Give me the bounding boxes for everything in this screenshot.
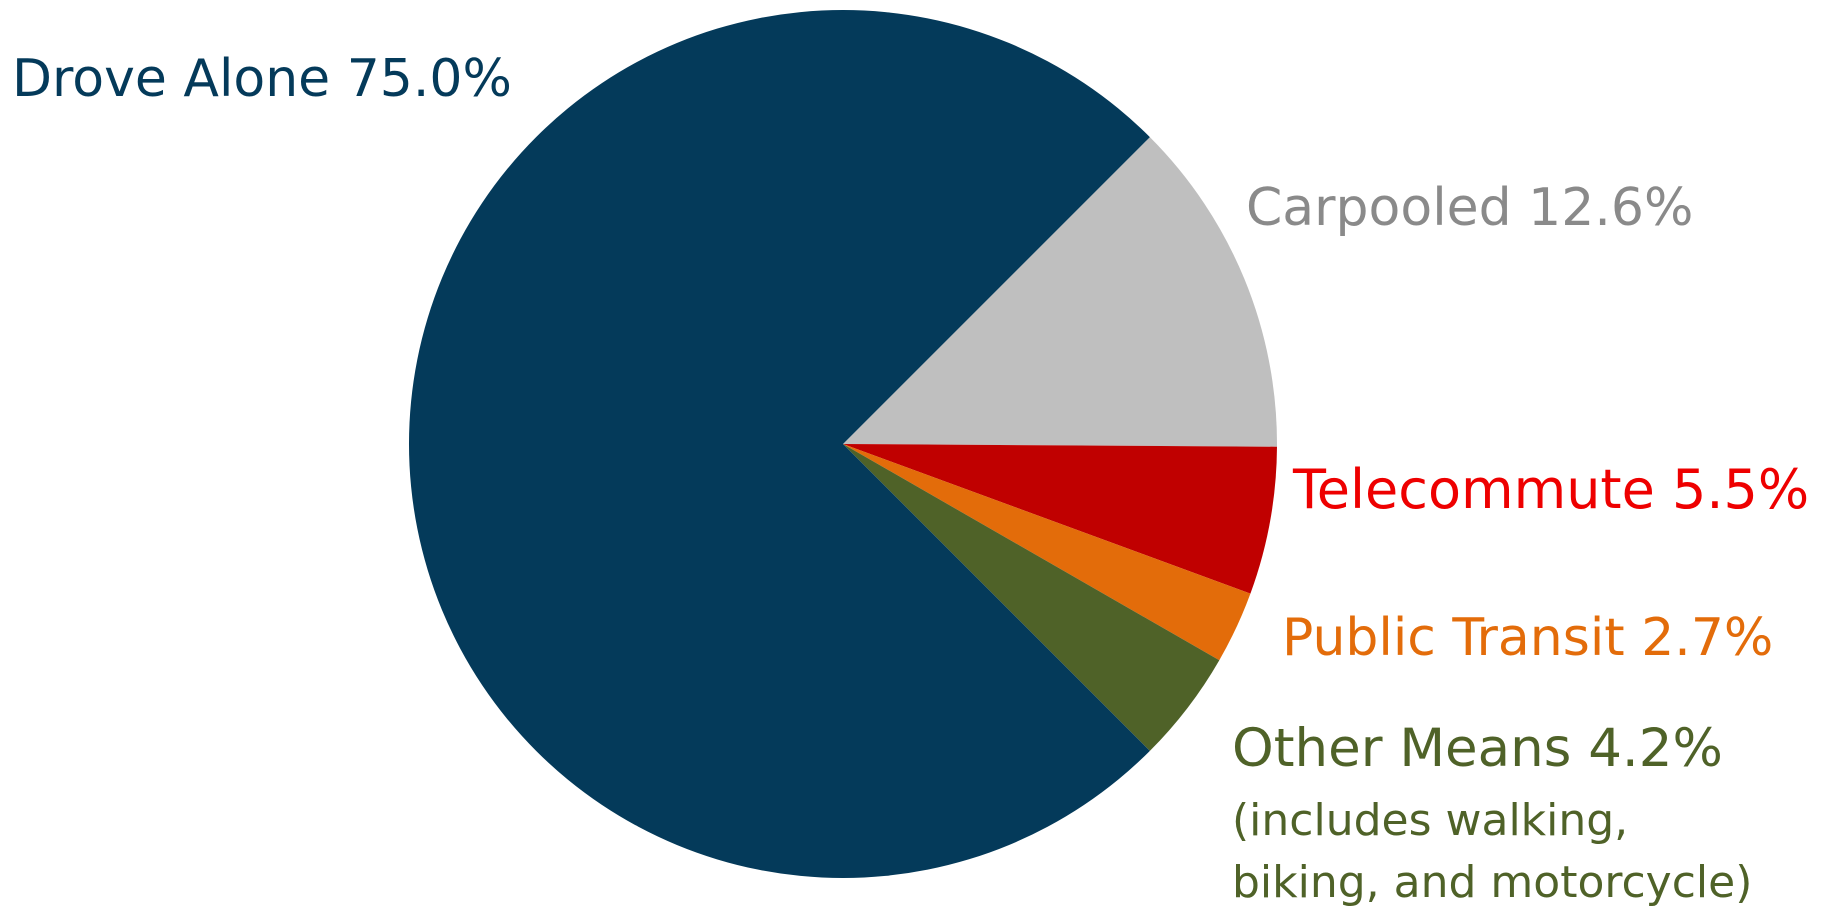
label-public-transit: Public Transit 2.7% bbox=[1282, 608, 1773, 668]
pie-slice-drove-alone bbox=[408, 9, 1150, 878]
pie-slice-carpooled bbox=[843, 137, 1277, 447]
pie-labels: Drove Alone 75.0% Carpooled 12.6% Telecomm… bbox=[12, 49, 1809, 908]
label-carpooled: Carpooled 12.6% bbox=[1246, 178, 1693, 238]
pie-slice-other-means bbox=[843, 444, 1220, 751]
pie-slices bbox=[408, 9, 1277, 878]
label-telecommute: Telecommute 5.5% bbox=[1292, 458, 1809, 521]
pie-slice-telecommute bbox=[843, 444, 1277, 594]
label-drove-alone: Drove Alone 75.0% bbox=[12, 49, 512, 109]
label-note-line: (includes walking, bbox=[1232, 795, 1628, 846]
label-note-line: biking, and motorcycle) bbox=[1232, 857, 1752, 908]
pie-slice-public-transit bbox=[843, 444, 1251, 661]
label-other-means: Other Means 4.2% bbox=[1232, 718, 1723, 779]
